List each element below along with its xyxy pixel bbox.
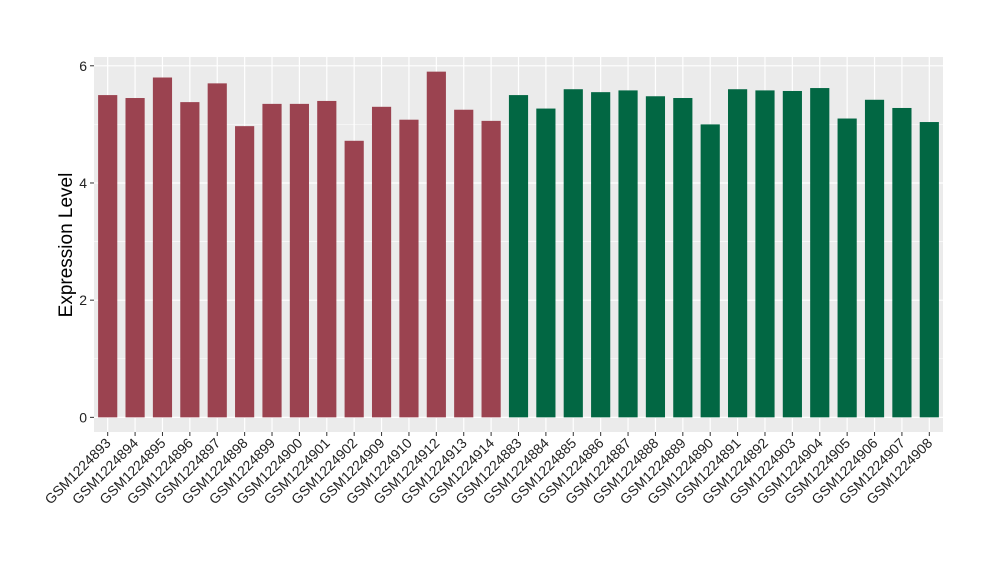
bar-GSM1224894	[125, 98, 145, 418]
bar-GSM1224901	[317, 100, 337, 418]
bar-GSM1224887	[618, 90, 638, 418]
bar-GSM1224903	[782, 90, 802, 418]
y-tick-label: 6	[79, 58, 87, 74]
bar-GSM1224895	[152, 77, 173, 418]
bar-GSM1224913	[454, 109, 474, 418]
bar-GSM1224897	[207, 83, 227, 418]
x-axis: GSM1224893GSM1224894GSM1224895GSM1224896…	[41, 432, 936, 507]
bar-GSM1224914	[481, 120, 501, 418]
bar-GSM1224883	[508, 95, 529, 418]
bar-GSM1224906	[864, 99, 885, 418]
bar-GSM1224892	[755, 90, 775, 418]
bar-GSM1224912	[426, 71, 446, 418]
bar-GSM1224888	[645, 96, 666, 418]
bar-GSM1224908	[919, 122, 939, 418]
bar-GSM1224898	[235, 126, 255, 418]
y-axis-title: Expression Level	[56, 173, 77, 318]
bar-GSM1224885	[563, 89, 583, 418]
y-tick-label: 2	[79, 292, 87, 308]
bar-GSM1224891	[728, 89, 748, 418]
y-axis: 0 2 4 6	[79, 58, 94, 425]
bar-GSM1224909	[371, 106, 392, 418]
bar-GSM1224899	[262, 103, 282, 418]
bar-GSM1224905	[837, 118, 857, 418]
bar-GSM1224904	[810, 88, 830, 418]
bar-GSM1224889	[673, 98, 693, 418]
bar-GSM1224886	[591, 92, 611, 418]
y-tick-label: 4	[79, 175, 87, 191]
bars	[98, 71, 939, 418]
bar-GSM1224890	[700, 124, 720, 418]
bar-GSM1224896	[180, 102, 200, 418]
bar-GSM1224902	[344, 140, 364, 418]
bar-GSM1224910	[399, 119, 419, 418]
bar-GSM1224907	[892, 107, 912, 418]
bar-GSM1224884	[536, 108, 556, 418]
bar-GSM1224893	[98, 95, 118, 418]
bar-GSM1224900	[289, 103, 309, 418]
y-tick-label: 0	[79, 409, 87, 425]
